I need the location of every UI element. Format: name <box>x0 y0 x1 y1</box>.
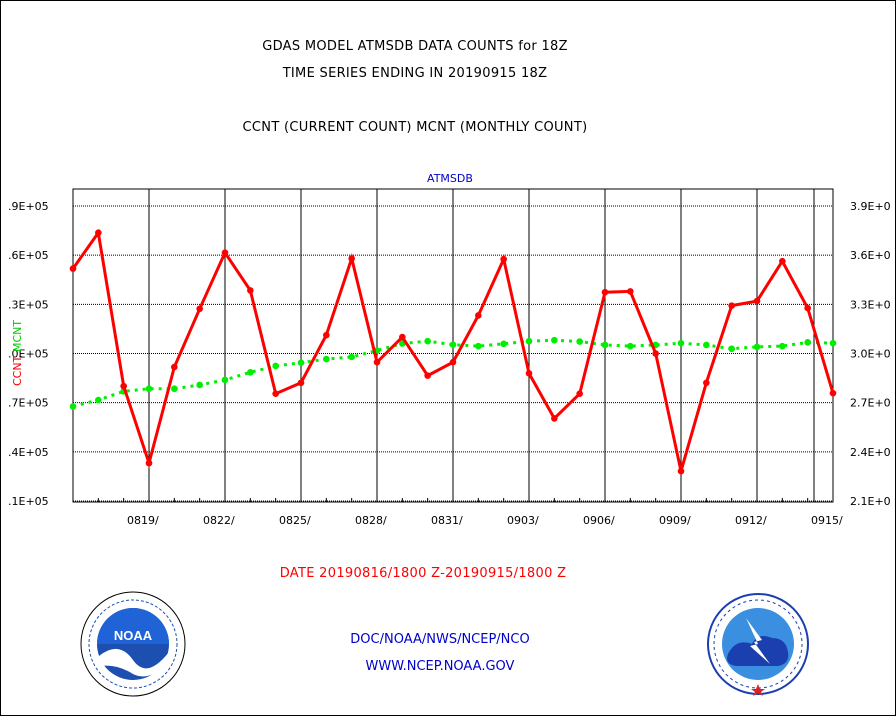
y-tick-label-left: .4E+05 <box>8 446 49 459</box>
data-point-ccnt <box>728 302 735 309</box>
x-tick-label: 0909/ <box>659 514 691 527</box>
y-tick-label-right: 3.0E+0 <box>850 348 891 361</box>
data-point-ccnt <box>95 229 102 237</box>
data-point-ccnt <box>247 287 254 294</box>
chart-subtitle: TIME SERIES ENDING IN 20190915 18Z <box>282 66 548 81</box>
data-point-mcnt <box>753 343 761 351</box>
data-point-mcnt <box>323 355 330 363</box>
y-tick-label-left: .7E+05 <box>8 397 49 410</box>
data-point-ccnt <box>753 297 761 305</box>
data-point-ccnt <box>804 304 811 312</box>
data-point-ccnt <box>576 390 583 397</box>
data-point-mcnt <box>424 337 431 345</box>
credit-line-website[interactable]: WWW.NCEP.NOAA.GOV <box>365 659 515 674</box>
y-axis-label-separator: , <box>11 354 24 359</box>
data-point-ccnt <box>829 389 837 397</box>
data-point-ccnt <box>652 350 659 357</box>
data-point-mcnt <box>779 342 786 350</box>
y-tick-label-left: .0E+05 <box>8 348 49 361</box>
data-point-mcnt <box>576 338 583 345</box>
x-tick-label: 0828/ <box>355 514 387 527</box>
y-tick-label-right: 2.4E+0 <box>850 446 891 459</box>
data-point-ccnt <box>449 358 457 366</box>
data-point-ccnt <box>323 331 330 339</box>
data-point-mcnt <box>297 359 305 366</box>
x-tick-label: 0831/ <box>431 514 463 527</box>
y-tick-label-left: .9E+05 <box>8 200 49 213</box>
data-point-mcnt <box>500 340 507 348</box>
data-point-mcnt <box>728 345 735 353</box>
data-point-ccnt <box>399 333 406 341</box>
y-tick-label-right: 3.3E+0 <box>850 298 891 311</box>
data-point-ccnt <box>120 382 127 390</box>
data-point-mcnt <box>221 376 229 384</box>
y-tick-label-right: 3.9E+0 <box>850 200 891 213</box>
data-point-mcnt <box>601 341 609 349</box>
x-tick-label: 0822/ <box>203 514 235 527</box>
data-point-ccnt <box>703 379 710 387</box>
data-point-ccnt <box>348 255 355 262</box>
series-description: CCNT (CURRENT COUNT) MCNT (MONTHLY COUNT… <box>242 120 588 135</box>
x-tick-label: 0825/ <box>279 514 311 527</box>
data-point-mcnt <box>196 381 203 389</box>
date-range: DATE 20190816/1800 Z-20190915/1800 Z <box>279 566 567 581</box>
data-point-mcnt <box>69 403 77 410</box>
data-point-ccnt <box>627 288 634 295</box>
data-point-mcnt <box>247 369 254 376</box>
x-tick-label: 0819/ <box>127 514 159 527</box>
y-axis-label-ccnt: CCNT <box>11 355 24 386</box>
data-point-ccnt <box>424 372 431 379</box>
panel-title: ATMSDB <box>427 172 473 185</box>
data-point-mcnt <box>677 339 685 347</box>
data-point-ccnt <box>196 305 203 313</box>
data-point-mcnt <box>475 342 482 350</box>
data-point-ccnt <box>221 249 229 257</box>
data-point-mcnt <box>804 339 811 346</box>
data-point-mcnt <box>703 341 710 349</box>
y-axis-label-mcnt: MCNT <box>11 319 24 352</box>
data-point-ccnt <box>475 312 482 319</box>
y-tick-label-right: 2.7E+0 <box>850 397 891 410</box>
data-point-ccnt <box>145 459 153 467</box>
data-point-ccnt <box>373 358 381 366</box>
y-tick-label-right: 2.1E+0 <box>850 495 891 508</box>
data-point-ccnt <box>69 265 77 272</box>
noaa-logo-icon: NOAA <box>80 591 186 697</box>
data-point-ccnt <box>601 288 609 296</box>
y-axis-label-left: CCNT , MCNT <box>2 320 32 390</box>
data-point-ccnt <box>677 467 685 475</box>
data-point-mcnt <box>449 341 457 348</box>
credit-line-agency: DOC/NOAA/NWS/NCEP/NCO <box>350 632 530 647</box>
data-point-mcnt <box>627 342 634 350</box>
y-tick-label-left: .1E+05 <box>8 495 49 508</box>
data-point-mcnt <box>348 353 355 361</box>
data-point-ccnt <box>272 390 279 397</box>
data-point-mcnt <box>272 362 279 370</box>
data-point-mcnt <box>551 336 558 344</box>
y-tick-label-right: 3.6E+0 <box>850 249 891 262</box>
nws-logo-icon <box>707 593 809 696</box>
data-point-ccnt <box>551 415 558 422</box>
chart-title: GDAS MODEL ATMSDB DATA COUNTS for 18Z <box>262 39 568 54</box>
data-point-mcnt <box>525 337 533 345</box>
data-point-ccnt <box>779 257 786 265</box>
svg-text:NOAA: NOAA <box>114 628 153 643</box>
data-point-ccnt <box>500 255 507 263</box>
data-point-ccnt <box>525 370 533 377</box>
x-tick-label: 0903/ <box>507 514 539 527</box>
x-tick-label: 0906/ <box>583 514 615 527</box>
data-point-ccnt <box>171 363 178 371</box>
x-tick-label: 0915/ <box>811 514 843 527</box>
y-tick-label-left: .3E+05 <box>8 298 49 311</box>
data-point-mcnt <box>145 385 153 393</box>
data-point-ccnt <box>297 379 305 387</box>
data-point-mcnt <box>171 385 178 393</box>
x-tick-label: 0912/ <box>735 514 767 527</box>
data-point-mcnt <box>829 339 837 347</box>
y-tick-label-left: .6E+05 <box>8 249 49 262</box>
data-point-mcnt <box>95 396 102 404</box>
